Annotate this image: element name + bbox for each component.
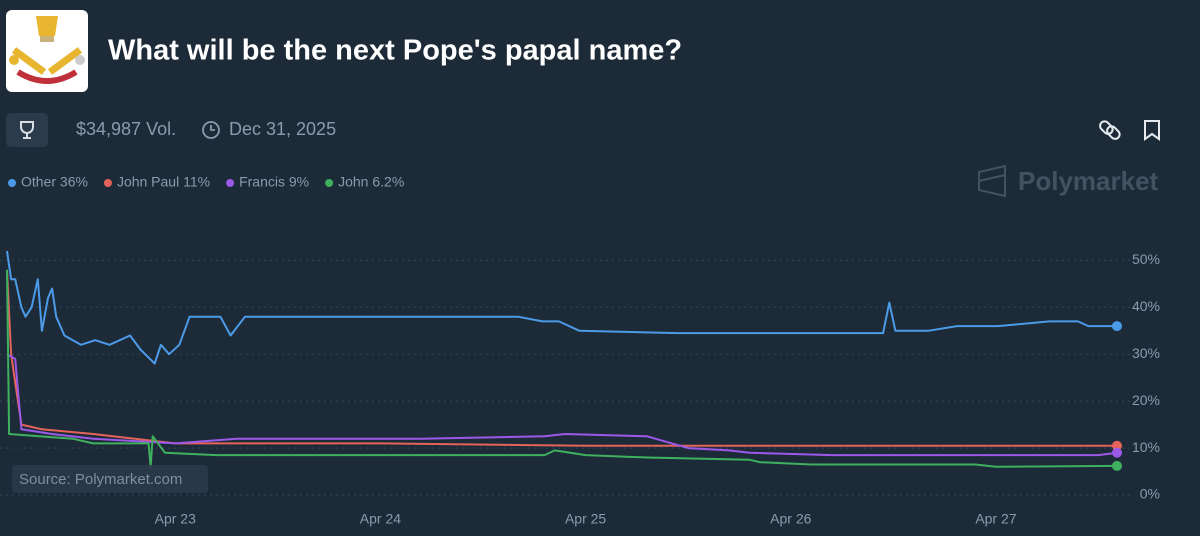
end-dot [1112,321,1122,332]
source-label: Source: Polymarket.com [12,465,208,493]
y-tick-label: 30% [1132,345,1160,361]
bookmark-icon[interactable] [1144,120,1160,141]
clock-icon [202,121,220,139]
y-tick-label: 10% [1132,439,1160,455]
legend-label: Francis 9% [239,174,309,190]
series-line [6,353,1118,457]
y-tick-label: 0% [1140,486,1160,502]
watermark: Polymarket [978,164,1159,198]
volume: $34,987 Vol. [76,119,176,139]
legend-dot [226,179,235,187]
source-text: Source: Polymarket.com [19,471,182,488]
end-dot [1112,460,1122,471]
legend-dot [325,179,334,187]
market-icon [6,10,88,92]
legend-label: Other 36% [21,174,88,190]
x-tick-label: Apr 27 [975,511,1016,527]
series-line [6,269,1117,447]
y-tick-label: 50% [1132,251,1160,267]
y-tick-label: 40% [1132,298,1160,314]
trophy-button[interactable] [6,113,48,147]
y-tick-label: 20% [1132,392,1160,408]
series-line [6,269,1118,468]
legend-dot [103,179,112,187]
end-dot [1112,447,1122,458]
series-line [6,250,1117,365]
x-tick-label: Apr 25 [565,511,606,527]
watermark-text: Polymarket [1018,166,1159,196]
link-icon[interactable] [1098,120,1121,141]
x-tick-label: Apr 24 [360,511,401,527]
end-date: Dec 31, 2025 [229,119,336,139]
title: What will be the next Pope's papal name? [108,35,682,67]
legend-label: John 6.2% [338,174,404,190]
x-tick-label: Apr 23 [155,511,196,527]
legend-label: John Paul 11% [117,174,210,190]
legend-dot [8,179,16,187]
end-dot [1112,440,1122,451]
x-tick-label: Apr 26 [770,511,811,527]
